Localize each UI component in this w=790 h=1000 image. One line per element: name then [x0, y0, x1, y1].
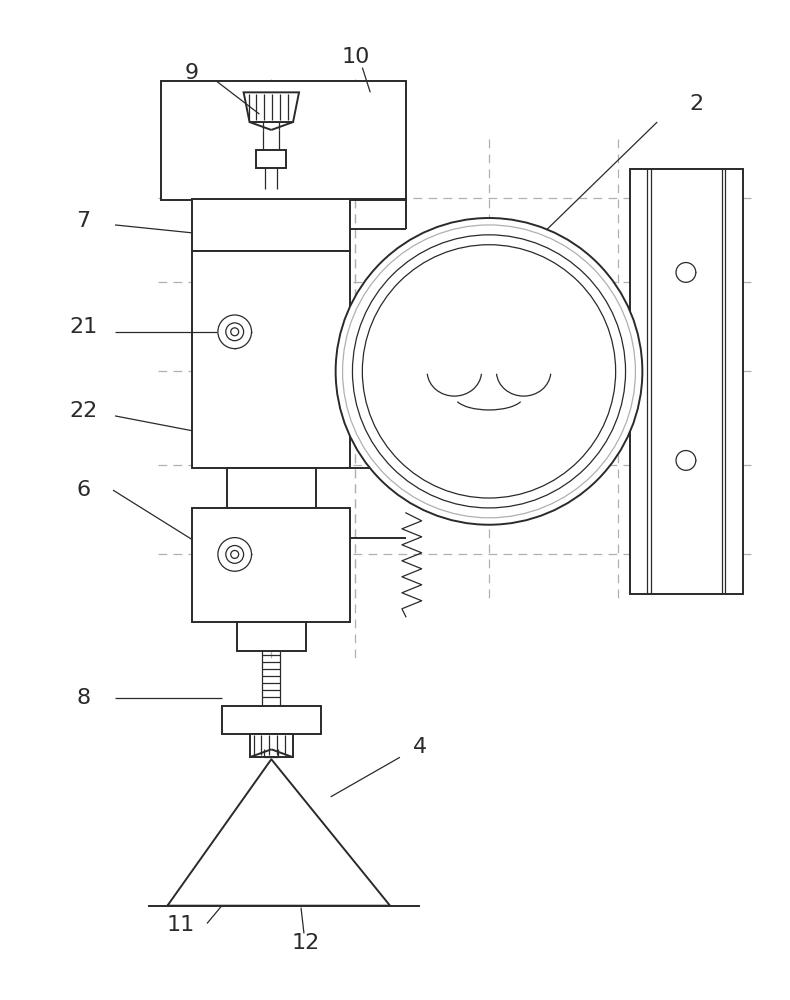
Circle shape [226, 546, 243, 563]
Circle shape [343, 225, 635, 518]
Circle shape [218, 538, 251, 571]
Bar [227, 468, 316, 508]
Circle shape [336, 218, 642, 525]
Text: 12: 12 [292, 933, 320, 953]
Text: 21: 21 [70, 317, 97, 337]
Circle shape [218, 315, 251, 349]
Text: 4: 4 [412, 737, 427, 757]
Text: 8: 8 [77, 688, 90, 708]
Bar [192, 199, 351, 251]
Polygon shape [243, 92, 299, 122]
Text: 11: 11 [166, 915, 194, 935]
Circle shape [231, 550, 239, 558]
Bar [237, 622, 306, 651]
Bar [257, 150, 286, 168]
Bar [192, 508, 351, 622]
Text: 22: 22 [70, 401, 97, 421]
Circle shape [231, 328, 239, 336]
Text: 7: 7 [77, 211, 90, 231]
Circle shape [676, 451, 696, 470]
Circle shape [676, 263, 696, 282]
Text: 10: 10 [341, 47, 370, 67]
Circle shape [352, 235, 626, 508]
Text: 2: 2 [690, 94, 704, 114]
Circle shape [363, 245, 615, 498]
Text: 6: 6 [77, 480, 90, 500]
Bar [160, 81, 406, 200]
Bar [250, 734, 293, 757]
Text: 9: 9 [185, 63, 199, 83]
Circle shape [226, 323, 243, 341]
Bar [630, 169, 743, 594]
Bar [192, 251, 351, 468]
Bar [222, 706, 321, 734]
